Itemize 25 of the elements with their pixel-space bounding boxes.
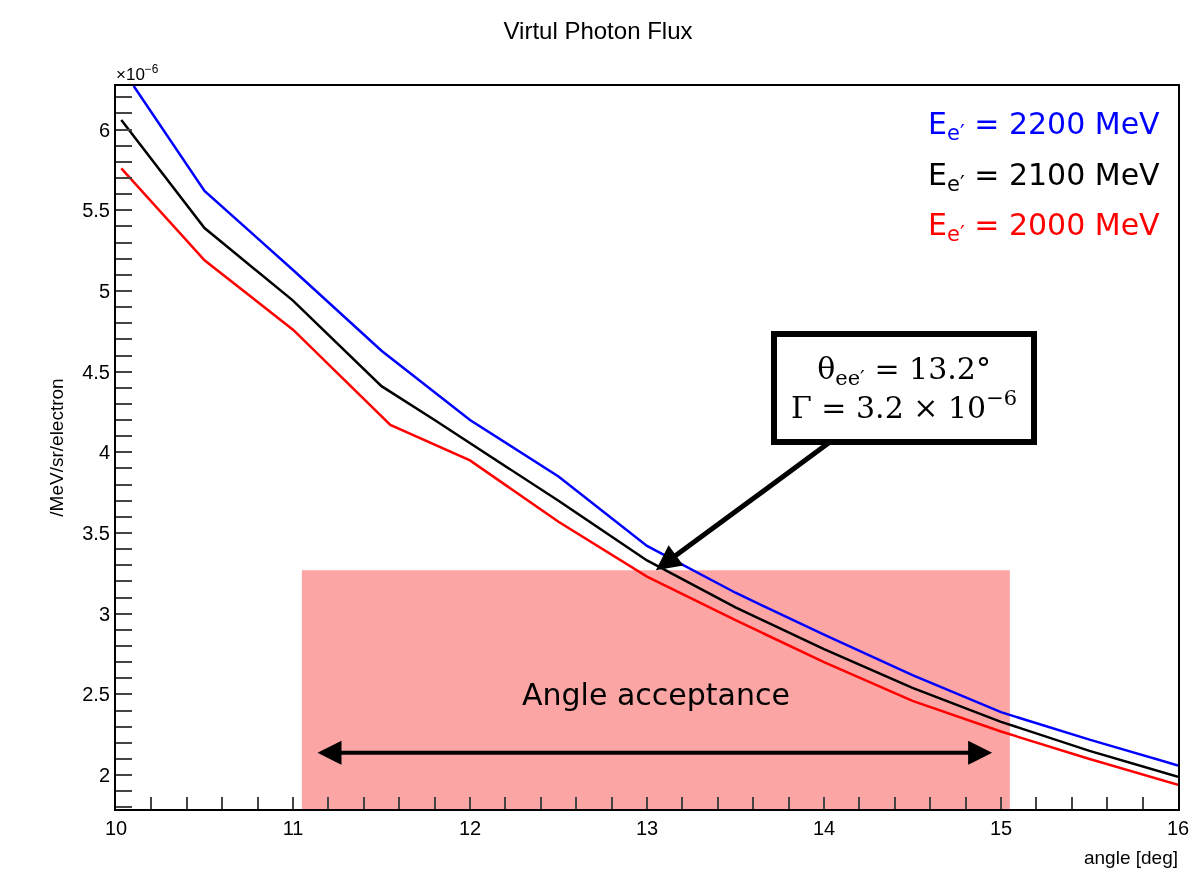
y-tick-label: 2 bbox=[98, 764, 110, 787]
x-axis-title: angle [deg] bbox=[1083, 847, 1178, 868]
y-tick-label: 4.5 bbox=[82, 360, 110, 383]
chart-title: Virtul Photon Flux bbox=[503, 16, 693, 44]
y-tick-label: 3 bbox=[98, 602, 110, 625]
y-tick-label: 2.5 bbox=[82, 683, 110, 706]
band-label: Angle acceptance bbox=[522, 677, 790, 712]
y-tick-label: 6 bbox=[98, 118, 110, 141]
x-tick-label: 13 bbox=[635, 817, 659, 839]
x-tick-label: 12 bbox=[458, 817, 482, 839]
y-tick-label: 4 bbox=[98, 441, 110, 464]
y-tick-label: 3.5 bbox=[82, 522, 110, 545]
y-axis-title: /MeV/sr/electron bbox=[45, 378, 67, 517]
text: E$_{e′}$ = 2100 MeV bbox=[928, 157, 1161, 197]
y-tick-label: 5.5 bbox=[82, 199, 110, 222]
text: E$_{e′}$ = 2000 MeV bbox=[928, 207, 1161, 247]
y-tick-label: 5 bbox=[98, 279, 110, 302]
text: ×10$^{−6}$ bbox=[116, 62, 159, 85]
x-tick-label: 14 bbox=[812, 817, 836, 839]
x-tick-label: 16 bbox=[1166, 817, 1190, 839]
annotation: θ$_{ee′}$ = 13.2° Γ = 3.2 × 10$^{−6}$ bbox=[791, 351, 1018, 425]
x-tick-label: 15 bbox=[989, 817, 1013, 839]
text: E$_{e′}$ = 2200 MeV bbox=[928, 106, 1161, 146]
x-tick-label: 10 bbox=[104, 817, 128, 839]
x-tick-label: 11 bbox=[282, 817, 304, 839]
